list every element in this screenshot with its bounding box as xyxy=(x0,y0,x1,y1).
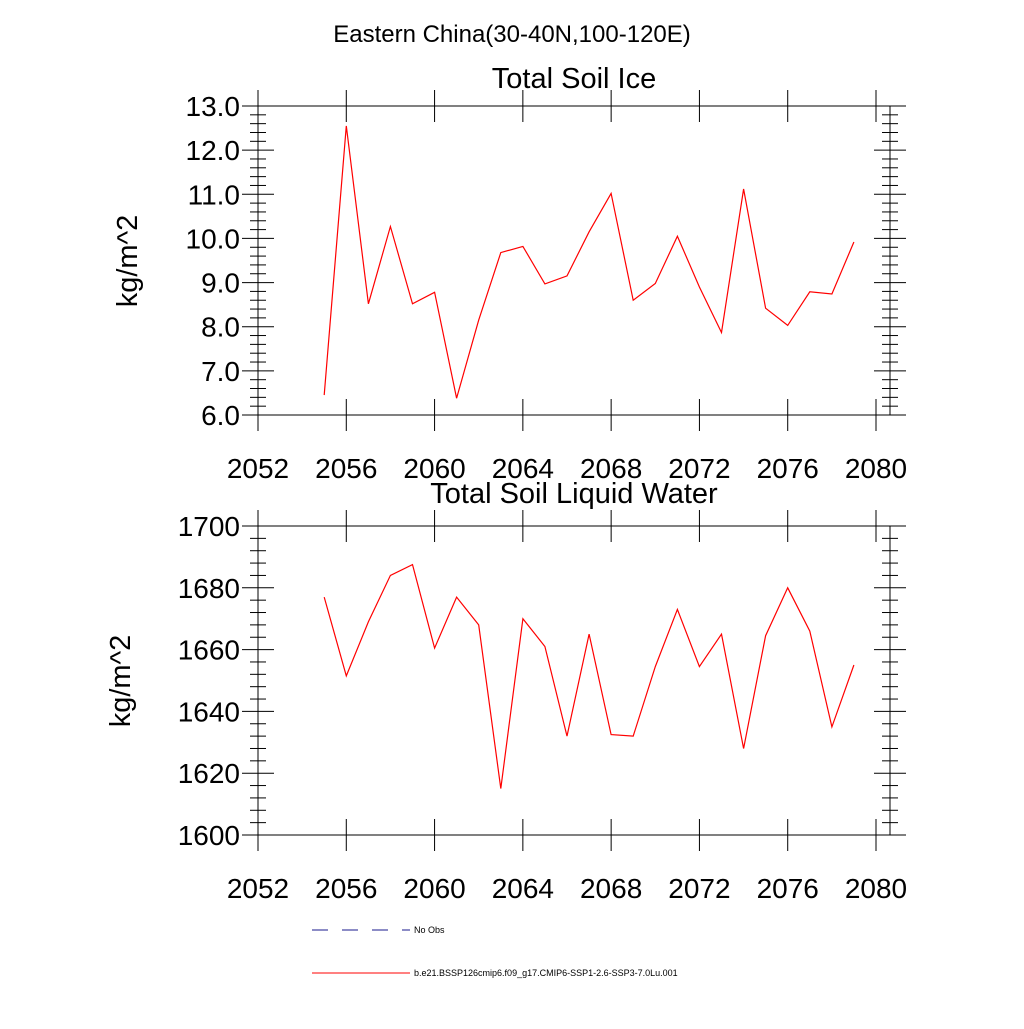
p2-xtick-label: 2060 xyxy=(403,873,465,904)
p2-xtick-label: 2056 xyxy=(315,873,377,904)
p1-ytick-label: 6.0 xyxy=(201,400,240,431)
p2-ytick-label: 1620 xyxy=(178,758,240,789)
p1-ytick-label: 13.0 xyxy=(186,91,241,122)
p2-xtick-label: 2064 xyxy=(492,873,554,904)
p2-title: Total Soil Liquid Water xyxy=(430,478,718,510)
p2-ytick-label: 1700 xyxy=(178,511,240,542)
p1-series-line xyxy=(323,125,855,399)
p1-xtick-label: 2056 xyxy=(315,453,377,484)
p1-ytick-label: 11.0 xyxy=(188,179,240,210)
p2-ytick-label: 1680 xyxy=(178,573,240,604)
legend-label-1: No Obs xyxy=(414,925,445,935)
p2-ytick-label: 1600 xyxy=(178,820,240,851)
p2-plot-frame xyxy=(257,525,891,836)
figure-suptitle: Eastern China(30-40N,100-120E) xyxy=(333,21,691,48)
p2-xtick-label: 2076 xyxy=(757,873,819,904)
p1-xtick-label: 2068 xyxy=(580,453,642,484)
p1-plot-frame xyxy=(257,105,891,416)
p1-xtick-label: 2072 xyxy=(668,453,730,484)
p2-ytick-label: 1660 xyxy=(178,635,240,666)
legend-label-2: b.e21.BSSP126cmip6.f09_g17.CMIP6-SSP1-2.… xyxy=(414,968,678,978)
p2-series-line xyxy=(323,563,855,789)
p1-ytick-label: 10.0 xyxy=(186,223,241,254)
p2-xtick-label: 2068 xyxy=(580,873,642,904)
p1-ytick-label: 8.0 xyxy=(201,312,240,343)
p2-xtick-label: 2052 xyxy=(227,873,289,904)
p2-xtick-label: 2072 xyxy=(668,873,730,904)
p1-xtick-label: 2052 xyxy=(227,453,289,484)
p1-xtick-label: 2076 xyxy=(757,453,819,484)
p2-ytick-label: 1640 xyxy=(178,696,240,727)
p1-ytick-label: 7.0 xyxy=(201,356,240,387)
p2-ylabel: kg/m^2 xyxy=(105,635,137,728)
p1-ytick-label: 9.0 xyxy=(201,268,240,299)
p1-xtick-label: 2064 xyxy=(492,453,554,484)
p1-xtick-label: 2060 xyxy=(403,453,465,484)
p1-xtick-label: 2080 xyxy=(845,453,907,484)
p2-xtick-label: 2080 xyxy=(845,873,907,904)
p1-ytick-label: 12.0 xyxy=(186,135,241,166)
p1-title: Total Soil Ice xyxy=(492,63,656,95)
p1-ylabel: kg/m^2 xyxy=(112,215,144,308)
